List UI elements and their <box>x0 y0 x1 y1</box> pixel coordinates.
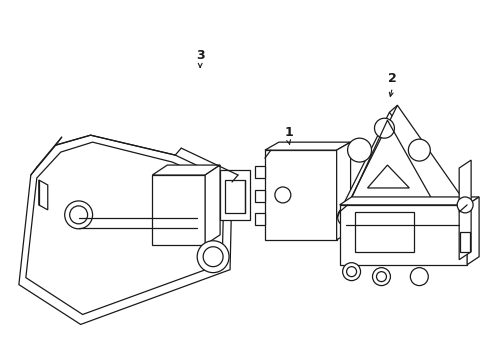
Circle shape <box>337 207 357 227</box>
Polygon shape <box>264 142 350 150</box>
Text: 3: 3 <box>196 49 204 62</box>
Polygon shape <box>354 212 413 252</box>
Polygon shape <box>339 197 478 205</box>
Circle shape <box>197 241 228 273</box>
Circle shape <box>372 268 389 285</box>
Circle shape <box>342 263 360 280</box>
Polygon shape <box>254 166 264 178</box>
Polygon shape <box>339 205 466 265</box>
Circle shape <box>456 197 472 213</box>
Polygon shape <box>220 170 249 220</box>
Polygon shape <box>466 197 478 265</box>
Circle shape <box>347 138 371 162</box>
Circle shape <box>407 139 429 161</box>
Polygon shape <box>39 180 48 210</box>
Circle shape <box>274 187 290 203</box>
Circle shape <box>69 206 87 224</box>
Polygon shape <box>254 190 264 202</box>
Polygon shape <box>347 105 466 205</box>
Circle shape <box>409 268 427 285</box>
Polygon shape <box>339 112 458 212</box>
Polygon shape <box>458 160 470 260</box>
Text: 2: 2 <box>387 72 396 85</box>
Circle shape <box>374 118 394 138</box>
Polygon shape <box>459 232 469 252</box>
Polygon shape <box>205 165 220 245</box>
Polygon shape <box>336 142 350 240</box>
Circle shape <box>346 267 356 276</box>
Circle shape <box>376 272 386 282</box>
Polygon shape <box>152 165 220 175</box>
Polygon shape <box>254 213 264 225</box>
Polygon shape <box>19 135 232 324</box>
Circle shape <box>446 207 465 227</box>
Circle shape <box>203 247 223 267</box>
Circle shape <box>64 201 92 229</box>
Text: 1: 1 <box>284 126 293 139</box>
Polygon shape <box>367 165 408 188</box>
Polygon shape <box>224 180 244 213</box>
Polygon shape <box>152 175 205 245</box>
Polygon shape <box>264 150 336 240</box>
Circle shape <box>341 211 353 223</box>
